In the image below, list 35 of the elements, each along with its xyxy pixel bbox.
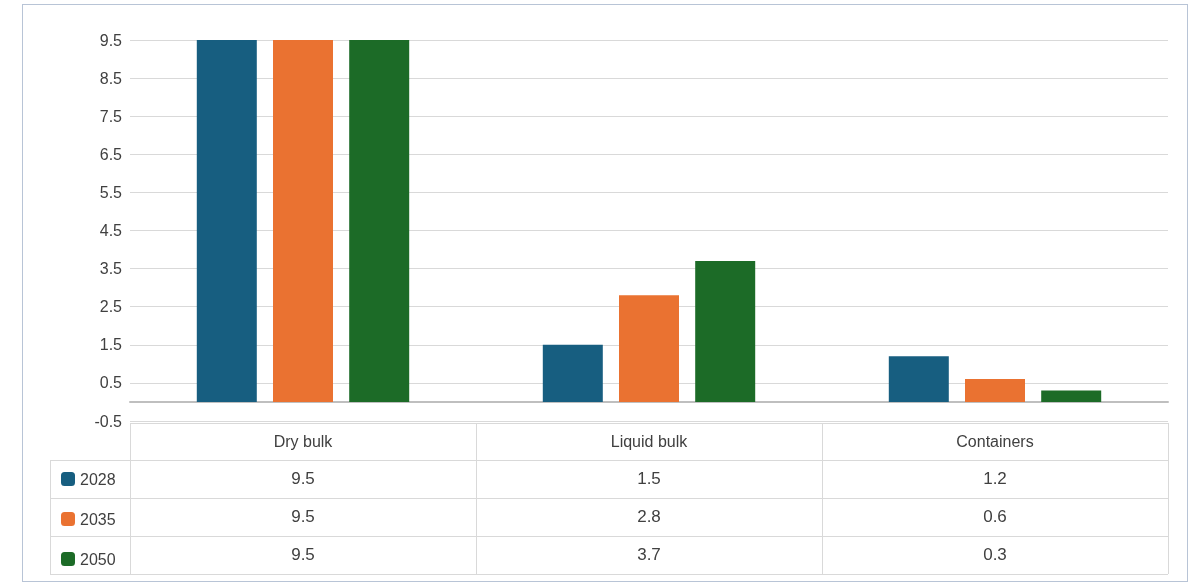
y-tick-label: 2.5 bbox=[99, 298, 123, 316]
data-label: 0.6 bbox=[982, 506, 1008, 528]
bar bbox=[965, 379, 1025, 402]
y-tick-label: 5.5 bbox=[99, 183, 123, 201]
x-tick-label: Liquid bulk bbox=[610, 432, 689, 450]
bar bbox=[695, 260, 756, 402]
y-tick-label: 6.5 bbox=[99, 145, 123, 163]
x-tick-label: Dry bulk bbox=[273, 432, 334, 450]
legend-label: 2035 bbox=[80, 510, 116, 528]
y-tick-label: 7.5 bbox=[99, 107, 123, 125]
data-label: 9.5 bbox=[290, 468, 316, 490]
y-tick-label: 0.5 bbox=[99, 374, 123, 392]
y-tick-label: 3.5 bbox=[99, 260, 123, 278]
y-tick-label: 1.5 bbox=[99, 336, 123, 354]
bar bbox=[349, 40, 410, 402]
bar bbox=[619, 295, 679, 402]
y-tick-label: 4.5 bbox=[99, 222, 123, 239]
bar bbox=[196, 40, 257, 402]
bar bbox=[542, 344, 603, 402]
y-tick-label: -0.5 bbox=[94, 412, 123, 430]
y-tick-label: 8.5 bbox=[99, 69, 123, 87]
data-label: 0.3 bbox=[982, 544, 1008, 566]
x-tick-label: Containers bbox=[956, 432, 1034, 450]
bar bbox=[1041, 390, 1102, 402]
legend-label: 2028 bbox=[80, 470, 116, 488]
y-tick-label: 9.5 bbox=[99, 31, 123, 49]
legend-label: 2050 bbox=[80, 550, 116, 568]
data-label: 9.5 bbox=[290, 506, 316, 528]
bar bbox=[888, 356, 949, 402]
data-label: 2.8 bbox=[636, 506, 662, 528]
data-label: 3.7 bbox=[636, 544, 662, 566]
data-label: 1.5 bbox=[636, 468, 662, 490]
data-label: 9.5 bbox=[290, 544, 316, 566]
bar bbox=[273, 40, 333, 402]
data-label: 1.2 bbox=[982, 468, 1008, 490]
